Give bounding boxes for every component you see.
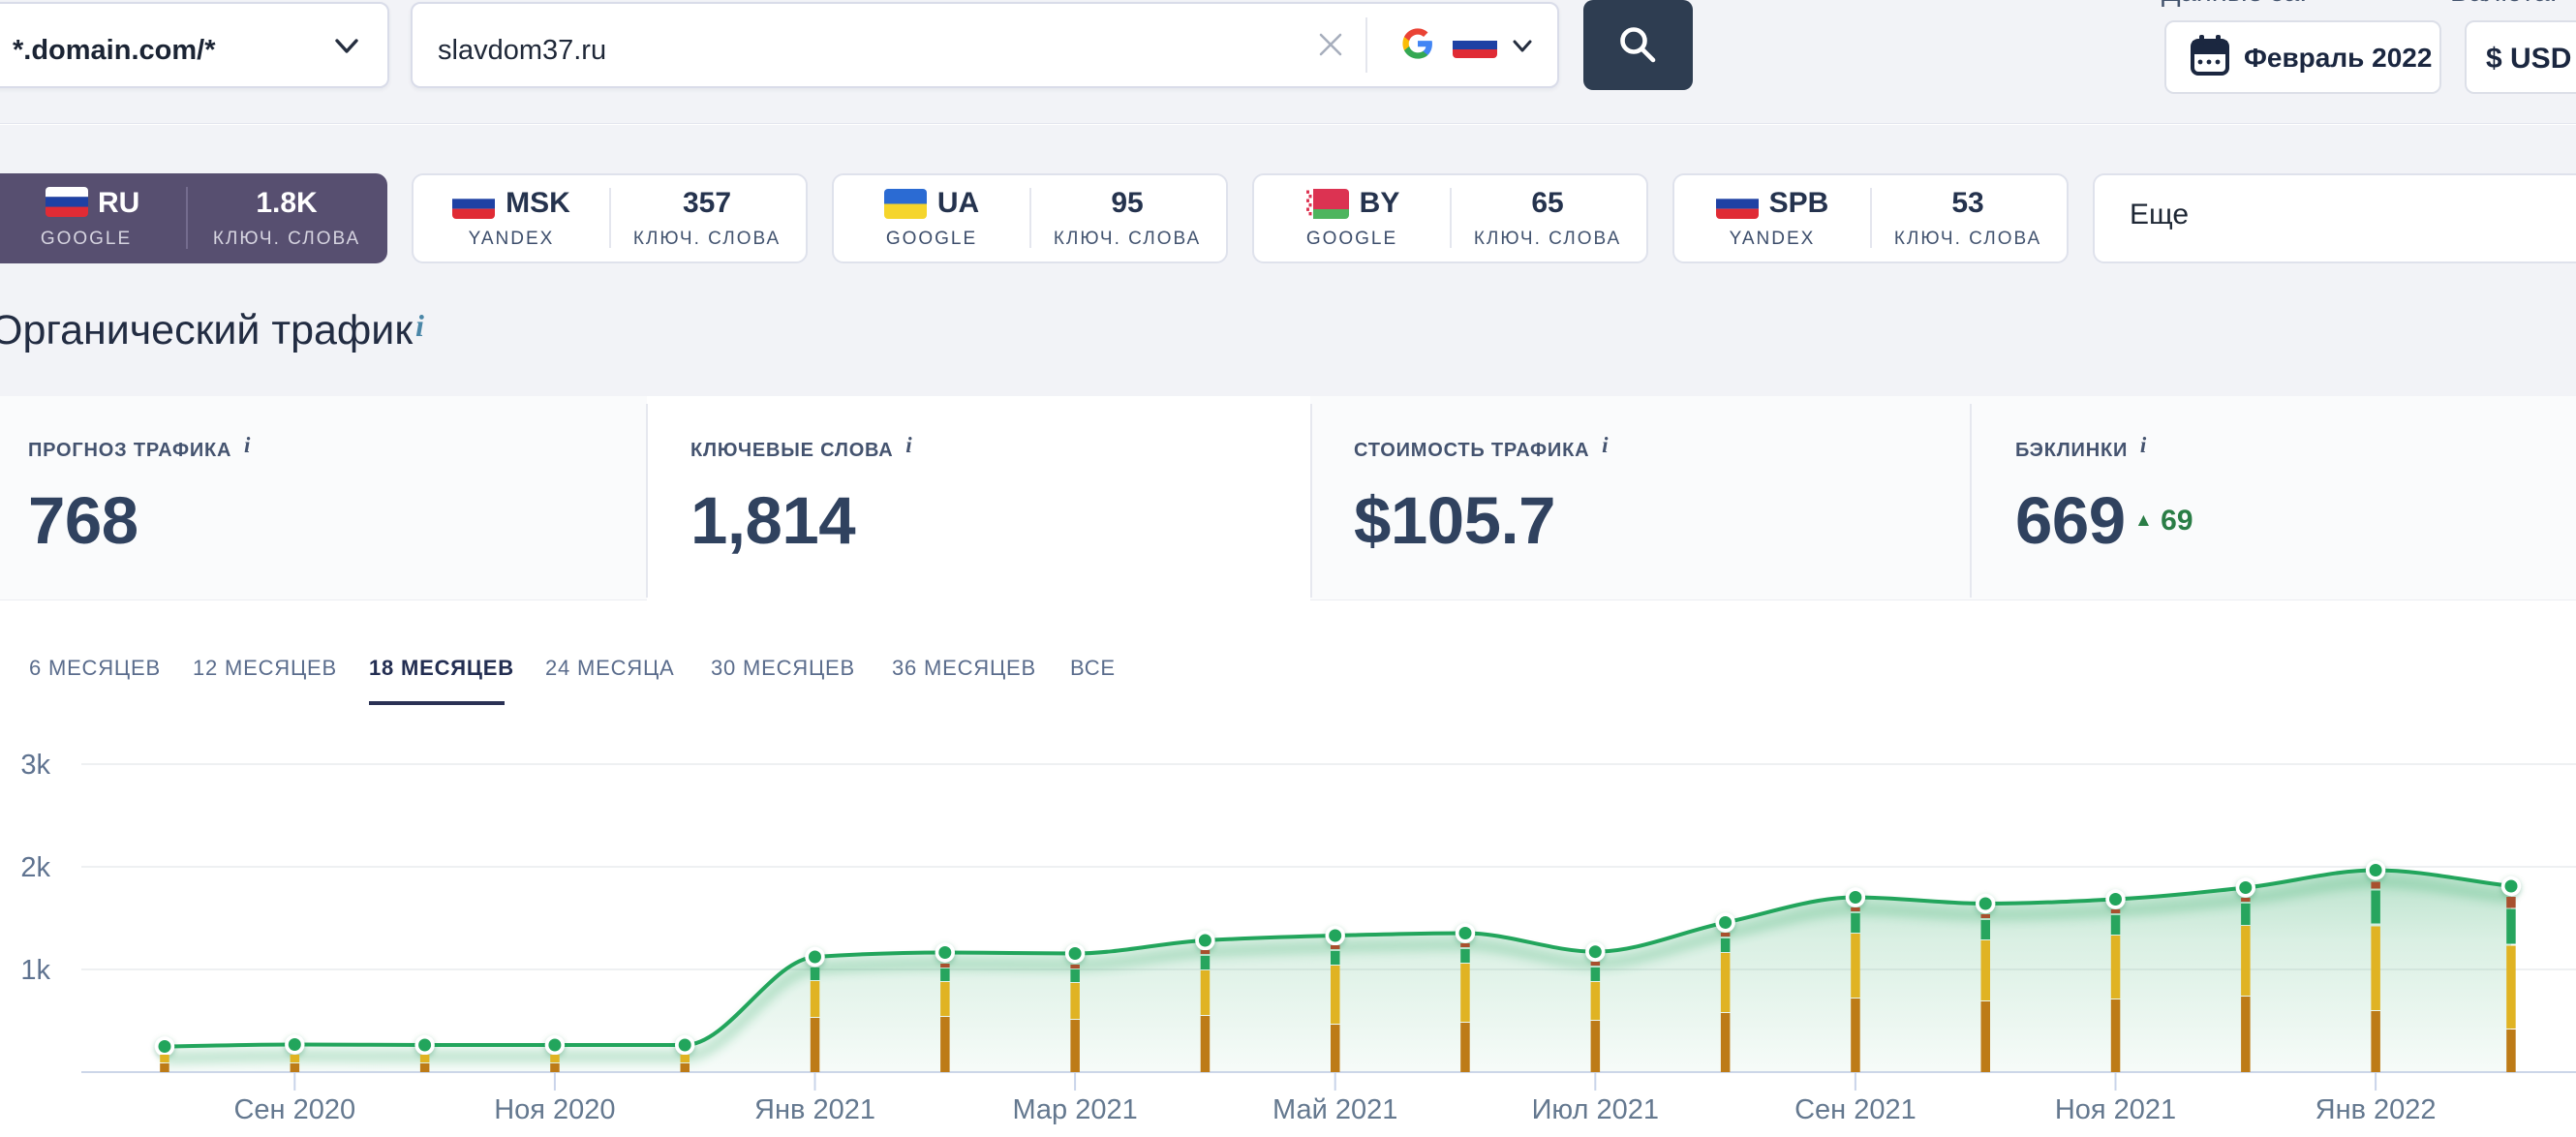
svg-text:3k: 3k: [20, 750, 50, 781]
svg-text:Май 2021: Май 2021: [1273, 1094, 1397, 1125]
svg-text:1k: 1k: [20, 955, 50, 986]
svg-text:Сен 2020: Сен 2020: [233, 1094, 355, 1125]
svg-text:Сен 2021: Сен 2021: [1794, 1094, 1917, 1125]
svg-text:Янв 2022: Янв 2022: [2315, 1094, 2437, 1125]
svg-text:Мар 2021: Мар 2021: [1012, 1094, 1137, 1125]
svg-text:Янв 2021: Янв 2021: [754, 1094, 875, 1125]
svg-text:Ноя 2020: Ноя 2020: [494, 1094, 615, 1125]
svg-text:Июл 2021: Июл 2021: [1532, 1094, 1659, 1125]
svg-text:2k: 2k: [20, 852, 50, 883]
svg-text:Ноя 2021: Ноя 2021: [2055, 1094, 2176, 1125]
